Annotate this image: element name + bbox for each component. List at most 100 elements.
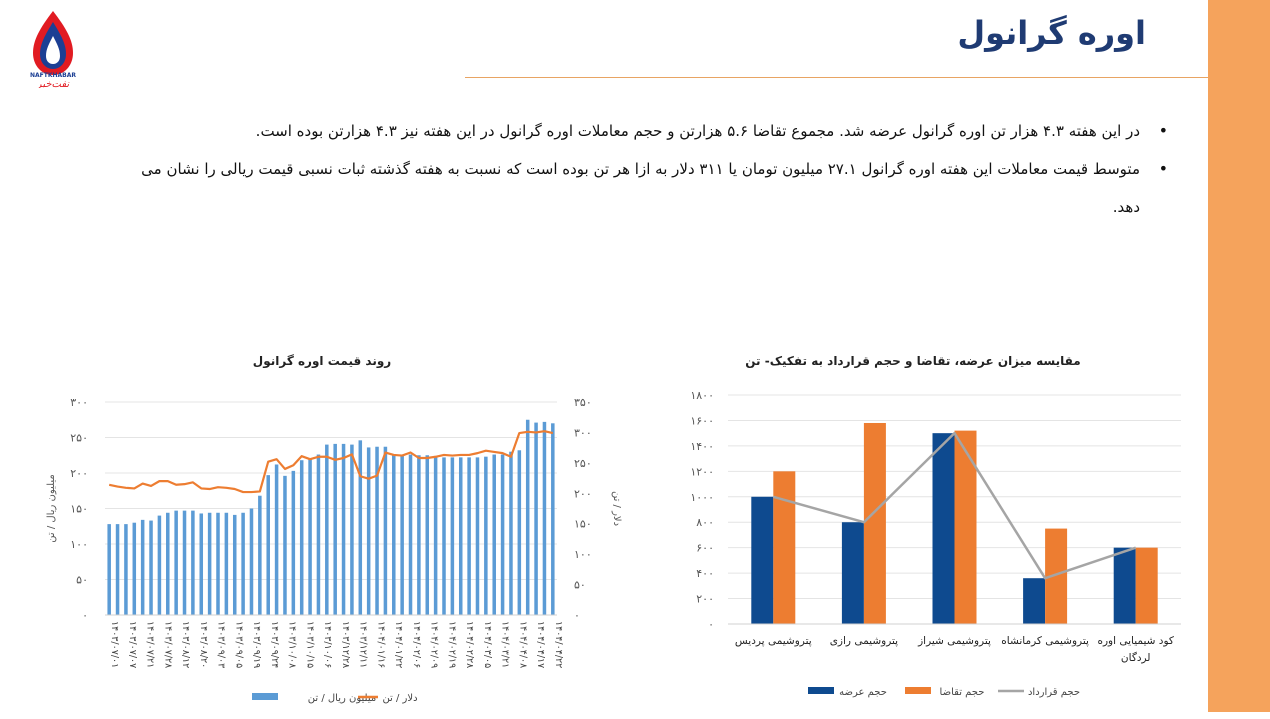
- price-bar: [509, 451, 513, 615]
- y2-tick-label: ۳۵۰: [574, 396, 592, 409]
- x-date-label: ۱۴۰۳/۱۲/۲۸: [340, 621, 351, 668]
- price-bar: [299, 460, 304, 615]
- price-bar: [199, 513, 204, 615]
- side-accent-bar: [1208, 0, 1270, 712]
- y-tick-label: ۳۰۰: [70, 396, 88, 409]
- x-date-label: ۱۴۰۴/۰۲/۱۹: [446, 621, 457, 668]
- logo-brand-text: NAFTKHABAR: [30, 72, 76, 79]
- legend-label-rial: میلیون ریال / تن: [308, 693, 376, 704]
- price-bar: [358, 440, 363, 615]
- y2-tick-label: ۳۰۰: [574, 426, 592, 439]
- price-bar: [450, 457, 455, 615]
- flame-inner-shape: [46, 36, 60, 64]
- y-tick-label: ۵۰: [76, 574, 88, 587]
- chart-title: مقایسه میزان عرضه، تقاضا و حجم قرارداد ب…: [745, 354, 1080, 369]
- price-bar: [149, 520, 153, 615]
- bullet-item: • متوسط قیمت معاملات این هفته اوره گرانول…: [110, 150, 1170, 226]
- y2-axis-title: دلار / تن: [611, 491, 622, 526]
- price-bar: [182, 510, 187, 615]
- offer-bar: [1023, 578, 1046, 624]
- price-bar: [392, 454, 396, 615]
- legend-label-offer: حجم عرضه: [839, 687, 887, 698]
- y-tick-label: ۱۴۰۰: [690, 440, 714, 453]
- x-date-label: ۱۴۰۴/۰۲/۰۶: [411, 621, 422, 668]
- chart-title: روند قیمت اوره گرانول: [253, 354, 391, 369]
- category-label-line: کود شیمیایی اوره: [1097, 635, 1173, 647]
- demand-bar: [1135, 547, 1158, 624]
- x-date-label: ۱۴۰۳/۱۰/۱۵: [304, 621, 315, 668]
- demand-bar: [863, 422, 886, 624]
- y2-tick-label: ۱۰۰: [574, 548, 592, 561]
- y-tick-label: ۰: [708, 618, 714, 631]
- x-date-label: ۱۴۰۳/۰۷/۰۷: [127, 621, 138, 668]
- price-bar: [484, 456, 488, 615]
- y-tick-label: ۴۰۰: [696, 567, 714, 580]
- x-date-label: ۱۴۰۳/۰۹/۲۴: [269, 621, 280, 668]
- price-bar: [207, 512, 212, 615]
- price-bar: [191, 510, 195, 615]
- title-divider: [465, 77, 1208, 78]
- y2-tick-label: ۵۰: [574, 579, 586, 592]
- y-tick-label: ۰: [82, 609, 88, 622]
- price-bar: [467, 457, 471, 615]
- x-date-label: ۱۴۰۴/۰۱/۱۶: [375, 621, 386, 668]
- x-date-label: ۱۴۰۴/۰۴/۲۲: [553, 621, 564, 668]
- price-bar: [408, 454, 413, 615]
- price-bar: [241, 512, 245, 615]
- y-tick-label: ۸۰۰: [696, 516, 714, 529]
- y-tick-label: ۱۲۰۰: [690, 465, 714, 478]
- category-label: پتروشیمی شیراز: [917, 635, 991, 647]
- page-title: اوره گرانول: [957, 14, 1146, 52]
- y-tick-label: ۲۰۰: [696, 593, 714, 606]
- price-bar: [283, 475, 287, 615]
- offer-bar: [751, 496, 774, 624]
- category-label: پتروشیمی رازی: [830, 635, 898, 647]
- price-bar: [157, 515, 162, 615]
- price-bar: [232, 514, 237, 615]
- y-tick-label: ۶۰۰: [696, 542, 714, 555]
- price-bar: [534, 422, 538, 615]
- price-bar: [350, 444, 354, 615]
- price-bar: [266, 475, 270, 615]
- y-tick-label: ۱۰۰۰: [690, 491, 714, 504]
- x-date-label: ۱۴۰۴/۰۳/۲۱: [500, 621, 511, 668]
- price-bar: [333, 443, 337, 615]
- x-date-label: ۱۴۰۴/۰۳/۰۵: [482, 621, 493, 668]
- y-tick-label: ۱۵۰: [70, 503, 88, 516]
- price-trend-svg: روند قیمت اوره گرانول ۳۰۰ ۲۵۰ ۲۰۰ ۱۵۰ ۱۰۰ ۵۰ ۰ ۳…: [46, 354, 622, 704]
- y-tick-label: ۲۰۰: [70, 467, 88, 480]
- price-bar: [249, 508, 254, 615]
- category-label-line: لردگان: [1121, 651, 1151, 664]
- x-date-label: ۱۴۰۴/۰۴/۰۸: [517, 621, 528, 668]
- price-bar: [375, 446, 379, 615]
- x-date-label: ۱۴۰۳/۱۲/۱۱: [358, 621, 369, 668]
- price-bar: [542, 421, 547, 615]
- price-bar: [417, 455, 421, 615]
- price-bar: [433, 455, 438, 615]
- price-bar: [492, 454, 496, 615]
- price-bar: [400, 455, 404, 615]
- naftkhabar-logo: NAFTKHABAR نفت‌خبر: [30, 11, 76, 88]
- price-bar: [325, 444, 329, 615]
- y2-tick-label: ۲۰۰: [574, 487, 592, 500]
- y-tick-label: ۱۰۰: [70, 538, 88, 551]
- price-bar: [525, 419, 530, 615]
- legend-label-demand: حجم تقاضا: [940, 687, 985, 698]
- price-bar: [383, 446, 388, 615]
- category-label: کود شیمیایی اوره لردگان: [1097, 635, 1173, 664]
- price-bar: [115, 524, 120, 615]
- price-bar: [425, 455, 430, 615]
- x-date-label: ۱۴۰۳/۰۹/۱۹: [251, 621, 262, 668]
- supply-demand-svg: مقایسه میزان عرضه، تقاضا و حجم قرارداد ب…: [690, 354, 1181, 698]
- y2-tick-label: ۲۵۰: [574, 457, 592, 470]
- bullet-item: • در این هفته ۴.۳ هزار تن اوره گرانول عرض…: [110, 112, 1170, 150]
- price-bar: [140, 519, 145, 615]
- x-date-label: ۱۴۰۳/۱۰/۰۸: [287, 621, 298, 668]
- demand-bar: [954, 430, 977, 624]
- legend-swatch-offer: [808, 687, 834, 694]
- price-bar: [132, 522, 137, 615]
- contract-line: [772, 431, 1137, 580]
- price-bar: [258, 495, 262, 615]
- price-bar: [366, 447, 371, 615]
- supply-demand-chart: مقایسه میزان عرضه، تقاضا و حجم قرارداد ب…: [668, 345, 1198, 715]
